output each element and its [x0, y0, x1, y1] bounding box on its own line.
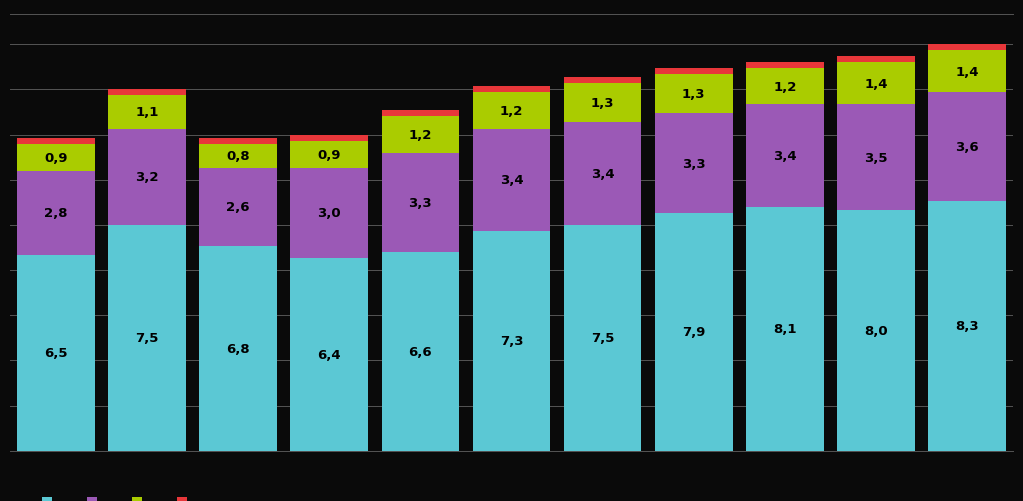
Text: 3,4: 3,4 — [591, 168, 615, 181]
Text: 0,9: 0,9 — [44, 151, 68, 164]
Text: 7,5: 7,5 — [591, 332, 615, 345]
Bar — [291, 259, 368, 451]
Bar — [564, 78, 641, 84]
Text: 6,5: 6,5 — [44, 347, 68, 360]
Text: 0,9: 0,9 — [317, 148, 341, 161]
Bar — [837, 105, 915, 210]
Text: 3,3: 3,3 — [682, 157, 706, 170]
Bar — [17, 138, 94, 144]
Text: 3,4: 3,4 — [499, 174, 524, 187]
Text: 8,1: 8,1 — [773, 323, 797, 336]
Text: 3,0: 3,0 — [317, 207, 341, 220]
Text: 3,2: 3,2 — [135, 171, 159, 184]
Text: 6,6: 6,6 — [408, 345, 432, 358]
Bar — [837, 210, 915, 451]
Bar — [564, 123, 641, 225]
Text: 0,8: 0,8 — [226, 150, 250, 163]
Bar — [291, 168, 368, 259]
Bar — [746, 105, 824, 207]
Text: 1,3: 1,3 — [682, 88, 706, 101]
Text: 3,3: 3,3 — [408, 196, 432, 209]
Bar — [108, 96, 186, 129]
Bar — [17, 171, 94, 256]
Text: 7,9: 7,9 — [682, 326, 706, 339]
Bar — [382, 253, 459, 451]
Text: 3,6: 3,6 — [955, 141, 979, 154]
Bar — [746, 207, 824, 451]
Bar — [929, 201, 1006, 451]
Legend: , , , : , , , — [37, 491, 195, 501]
Bar — [473, 231, 550, 451]
Text: 2,8: 2,8 — [44, 207, 68, 220]
Bar — [199, 138, 277, 144]
Bar — [655, 69, 732, 75]
Text: 7,3: 7,3 — [500, 335, 523, 348]
Bar — [564, 84, 641, 123]
Bar — [199, 246, 277, 451]
Bar — [473, 87, 550, 93]
Bar — [929, 45, 1006, 51]
Bar — [473, 129, 550, 231]
Bar — [655, 75, 732, 114]
Bar — [655, 213, 732, 451]
Bar — [291, 135, 368, 141]
Text: 8,3: 8,3 — [955, 320, 979, 333]
Bar — [929, 93, 1006, 201]
Text: 3,4: 3,4 — [773, 150, 797, 163]
Bar — [837, 63, 915, 105]
Bar — [382, 111, 459, 117]
Text: 1,4: 1,4 — [864, 78, 888, 91]
Text: 8,0: 8,0 — [864, 324, 888, 337]
Text: 6,8: 6,8 — [226, 342, 250, 355]
Bar — [291, 141, 368, 168]
Bar — [746, 69, 824, 105]
Bar — [564, 225, 641, 451]
Bar — [746, 63, 824, 69]
Text: 1,1: 1,1 — [135, 106, 159, 119]
Text: 1,2: 1,2 — [500, 105, 523, 118]
Bar — [199, 144, 277, 168]
Bar — [108, 129, 186, 225]
Bar — [929, 51, 1006, 93]
Text: 3,5: 3,5 — [864, 151, 888, 164]
Text: 7,5: 7,5 — [135, 332, 159, 345]
Bar — [17, 256, 94, 451]
Text: 6,4: 6,4 — [317, 348, 341, 361]
Bar — [382, 117, 459, 153]
Bar — [108, 225, 186, 451]
Bar — [837, 57, 915, 63]
Text: 2,6: 2,6 — [226, 201, 250, 214]
Text: 1,3: 1,3 — [591, 97, 615, 110]
Bar — [382, 153, 459, 253]
Bar — [473, 93, 550, 129]
Bar — [108, 90, 186, 96]
Bar — [199, 168, 277, 246]
Text: 1,2: 1,2 — [773, 81, 797, 94]
Bar — [655, 114, 732, 213]
Bar — [17, 144, 94, 171]
Text: 1,4: 1,4 — [955, 66, 979, 79]
Text: 1,2: 1,2 — [408, 129, 432, 142]
